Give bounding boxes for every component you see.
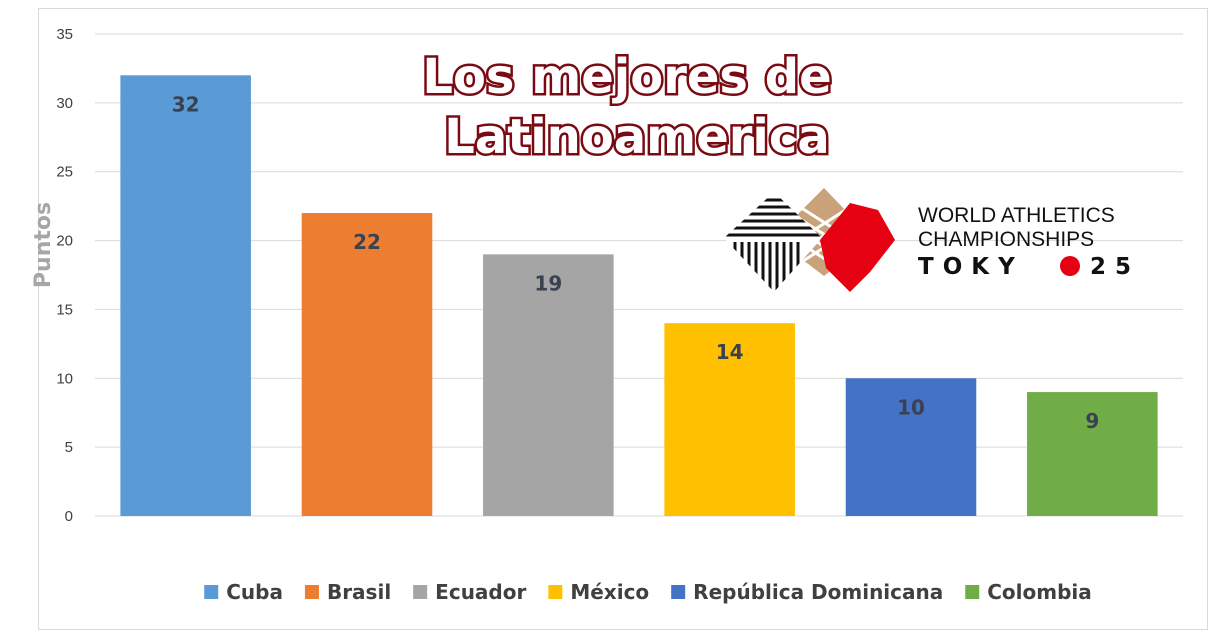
bar-ecuador <box>483 254 614 517</box>
bar-rep-blica-dominicana <box>845 378 977 516</box>
chart-title: Los mejores de Latinoamerica <box>420 47 834 168</box>
legend-label: México <box>570 580 649 604</box>
logo-text-line-3-right: 25 <box>1090 254 1140 280</box>
legend-swatch <box>204 585 219 599</box>
gridlines <box>95 33 1183 517</box>
bars <box>120 75 1158 517</box>
legend-swatch <box>965 585 980 599</box>
data-label: 19 <box>534 271 562 295</box>
y-tick-label: 35 <box>56 26 73 43</box>
legend-swatch <box>671 585 686 599</box>
legend-item: México <box>548 580 649 604</box>
logo-red-shape-icon <box>820 203 895 292</box>
logo-text-line-2: CHAMPIONSHIPS <box>918 228 1094 251</box>
y-tick-label: 20 <box>56 233 73 250</box>
data-labels: 32 22 19 14 10 9 <box>172 92 1100 433</box>
legend-label: Colombia <box>987 580 1092 604</box>
bar-brasil <box>301 213 433 516</box>
bar-cuba <box>120 75 251 517</box>
legend-item: República Dominicana <box>671 580 943 604</box>
legend-swatch <box>548 585 563 599</box>
legend-item: Brasil <box>304 580 391 604</box>
chart-title-line-1: Los mejores de <box>422 49 831 105</box>
legend-label: Ecuador <box>435 580 526 604</box>
y-axis-ticks: 0 5 10 15 20 25 30 35 <box>56 26 73 525</box>
y-tick-label: 10 <box>56 370 73 387</box>
logo-text-line-3-left: TOKY <box>918 254 1024 280</box>
legend-swatch <box>304 585 319 599</box>
logo-text-line-1: WORLD ATHLETICS <box>918 204 1115 227</box>
y-tick-label: 25 <box>56 164 73 181</box>
y-tick-label: 0 <box>65 508 73 525</box>
y-tick-label: 15 <box>56 301 73 318</box>
logo-pattern-icon <box>724 188 895 292</box>
legend: Cuba Brasil Ecuador México República Dominic… <box>204 580 1092 604</box>
data-label: 14 <box>716 340 744 364</box>
y-axis-label: Puntos <box>31 202 56 288</box>
legend-label: Brasil <box>327 580 391 604</box>
legend-item: Ecuador <box>413 580 526 604</box>
data-label: 32 <box>172 92 200 116</box>
legend-label: Cuba <box>226 580 283 604</box>
world-athletics-logo: WORLD ATHLETICS CHAMPIONSHIPS TOKY 25 <box>724 188 1140 292</box>
bar-colombia <box>1027 392 1158 516</box>
chart-title-line-2: Latinoamerica <box>444 109 829 165</box>
legend-item: Colombia <box>965 580 1092 604</box>
data-label: 22 <box>353 230 381 254</box>
y-tick-label: 30 <box>56 95 73 112</box>
legend-label: República Dominicana <box>693 580 943 604</box>
legend-swatch <box>413 585 428 599</box>
logo-red-dot-icon <box>1060 256 1080 276</box>
bar-m-xico <box>664 323 795 516</box>
y-tick-label: 5 <box>65 439 73 456</box>
legend-item: Cuba <box>204 580 283 604</box>
data-label: 10 <box>897 395 925 419</box>
data-label: 9 <box>1085 409 1099 433</box>
